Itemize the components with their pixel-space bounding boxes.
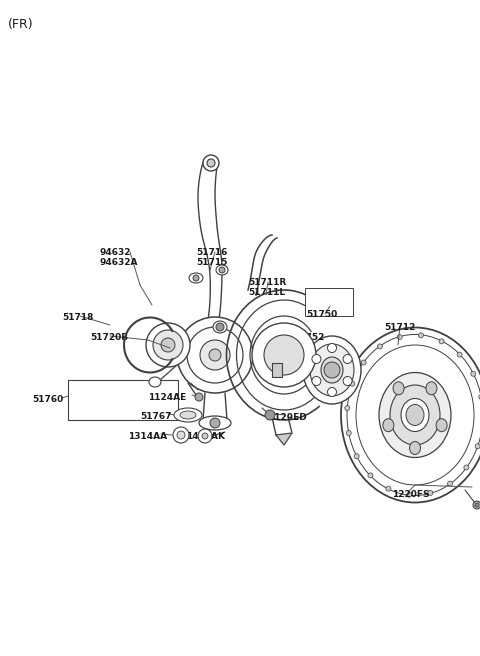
Circle shape [428, 491, 433, 495]
Circle shape [312, 354, 321, 363]
Text: 51760: 51760 [32, 395, 63, 404]
Circle shape [479, 394, 480, 400]
Text: 51767: 51767 [140, 412, 171, 421]
Ellipse shape [390, 385, 440, 445]
Bar [305, 288, 353, 316]
Ellipse shape [180, 411, 196, 419]
Ellipse shape [153, 330, 183, 360]
Ellipse shape [347, 335, 480, 495]
Circle shape [200, 340, 230, 370]
Circle shape [386, 486, 391, 491]
Circle shape [177, 317, 253, 393]
Ellipse shape [310, 344, 354, 396]
Circle shape [346, 430, 351, 436]
Circle shape [195, 393, 203, 401]
Ellipse shape [146, 323, 190, 367]
Text: 1220FS: 1220FS [392, 490, 430, 499]
Circle shape [198, 429, 212, 443]
Circle shape [203, 155, 219, 171]
Circle shape [327, 344, 336, 352]
Ellipse shape [436, 419, 447, 432]
Text: 1314AA: 1314AA [128, 432, 167, 441]
Polygon shape [276, 433, 292, 445]
Circle shape [457, 352, 462, 357]
Text: 51711R
51711L: 51711R 51711L [248, 278, 286, 297]
Circle shape [210, 418, 220, 428]
Circle shape [377, 344, 383, 349]
Circle shape [327, 388, 336, 396]
Circle shape [464, 465, 469, 470]
Circle shape [177, 431, 185, 439]
Circle shape [173, 427, 189, 443]
Circle shape [447, 481, 453, 486]
Ellipse shape [393, 382, 404, 395]
Ellipse shape [199, 416, 231, 430]
Circle shape [209, 349, 221, 361]
Text: 51718: 51718 [62, 313, 94, 322]
Circle shape [473, 501, 480, 509]
Circle shape [350, 381, 355, 386]
Ellipse shape [303, 336, 361, 404]
Circle shape [354, 454, 359, 459]
Circle shape [475, 503, 479, 507]
Circle shape [216, 323, 224, 331]
Text: 1129ED: 1129ED [268, 413, 307, 422]
Text: 1124AE: 1124AE [148, 393, 186, 402]
Circle shape [324, 362, 340, 378]
Ellipse shape [379, 373, 451, 457]
Circle shape [361, 360, 366, 365]
Ellipse shape [213, 321, 227, 333]
Circle shape [471, 371, 476, 377]
Circle shape [343, 354, 352, 363]
Text: 51716
51715: 51716 51715 [196, 248, 228, 268]
Ellipse shape [189, 273, 203, 283]
Ellipse shape [409, 441, 420, 455]
Circle shape [264, 335, 304, 375]
Text: 1430AK: 1430AK [186, 432, 225, 441]
Ellipse shape [426, 382, 437, 395]
Ellipse shape [321, 357, 343, 383]
Circle shape [368, 473, 373, 478]
Ellipse shape [383, 419, 394, 432]
Bar [272, 363, 282, 377]
Circle shape [343, 377, 352, 386]
Circle shape [187, 327, 243, 383]
Circle shape [475, 443, 480, 449]
Text: 51752: 51752 [293, 333, 324, 342]
Circle shape [193, 275, 199, 281]
Circle shape [252, 323, 316, 387]
Ellipse shape [356, 345, 474, 485]
Text: 94632
94632A: 94632 94632A [100, 248, 139, 268]
Circle shape [219, 267, 225, 273]
Circle shape [397, 335, 402, 340]
Circle shape [312, 377, 321, 386]
Text: 51750: 51750 [306, 310, 337, 319]
Text: (FR): (FR) [8, 18, 34, 31]
Ellipse shape [161, 338, 175, 352]
Ellipse shape [406, 405, 424, 426]
Ellipse shape [149, 377, 161, 387]
Circle shape [345, 405, 350, 411]
Circle shape [202, 433, 208, 439]
Text: 51712: 51712 [384, 323, 415, 332]
Ellipse shape [401, 398, 429, 432]
Text: 51720B: 51720B [90, 333, 128, 342]
Ellipse shape [216, 265, 228, 275]
Circle shape [407, 492, 411, 497]
Ellipse shape [341, 327, 480, 502]
Circle shape [207, 159, 215, 167]
Bar [68, 380, 178, 420]
Circle shape [439, 339, 444, 344]
Circle shape [419, 333, 423, 338]
Ellipse shape [174, 408, 202, 422]
Circle shape [265, 410, 275, 420]
